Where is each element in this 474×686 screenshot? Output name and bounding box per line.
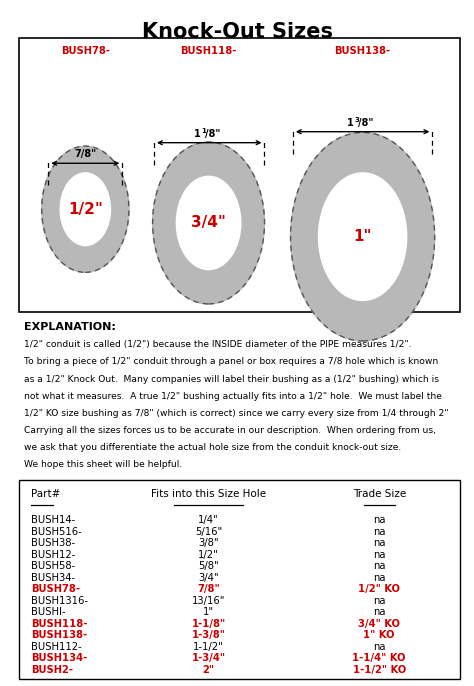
Text: 1": 1" <box>203 607 214 617</box>
Text: 3/4": 3/4" <box>191 215 226 230</box>
Text: BUSH58-: BUSH58- <box>31 561 75 571</box>
Text: 1/2" KO: 1/2" KO <box>358 584 400 594</box>
Text: 1/4": 1/4" <box>198 515 219 525</box>
Text: BUSH138-: BUSH138- <box>335 46 391 56</box>
Text: Trade Size: Trade Size <box>353 489 406 499</box>
Text: We hope this sheet will be helpful.: We hope this sheet will be helpful. <box>24 460 182 469</box>
Text: 1/2": 1/2" <box>68 202 103 217</box>
Text: 5/16": 5/16" <box>195 527 222 536</box>
Text: as a 1/2" Knock Out.  Many companies will label their bushing as a (1/2" bushing: as a 1/2" Knock Out. Many companies will… <box>24 375 439 383</box>
Text: na: na <box>373 595 385 606</box>
Text: 1-1/8": 1-1/8" <box>191 619 226 629</box>
Text: BUSH118-: BUSH118- <box>31 619 87 629</box>
Text: na: na <box>373 549 385 560</box>
Text: BUSHI-: BUSHI- <box>31 607 65 617</box>
Text: BUSH112-: BUSH112- <box>31 642 82 652</box>
Circle shape <box>319 173 407 300</box>
Circle shape <box>176 176 241 270</box>
Text: BUSH2-: BUSH2- <box>31 665 73 675</box>
Text: BUSH78-: BUSH78- <box>61 46 110 56</box>
Text: 1": 1" <box>353 229 372 244</box>
Text: 2": 2" <box>202 665 215 675</box>
Text: 1-3/4": 1-3/4" <box>191 653 226 663</box>
Text: To bring a piece of 1/2" conduit through a panel or box requires a 7/8 hole whic: To bring a piece of 1/2" conduit through… <box>24 357 438 366</box>
Text: BUSH34-: BUSH34- <box>31 573 75 583</box>
Text: Part#: Part# <box>31 489 60 499</box>
Text: BUSH12-: BUSH12- <box>31 549 75 560</box>
Text: BUSH1316-: BUSH1316- <box>31 595 88 606</box>
Text: we ask that you differentiate the actual hole size from the conduit knock-out si: we ask that you differentiate the actual… <box>24 443 401 452</box>
Text: not what it measures.  A true 1/2" bushing actually fits into a 1/2" hole.  We m: not what it measures. A true 1/2" bushin… <box>24 392 442 401</box>
Circle shape <box>153 142 264 304</box>
Text: 1-3/8": 1-3/8" <box>191 630 226 640</box>
Text: 1: 1 <box>201 128 207 134</box>
Text: 5/8": 5/8" <box>198 561 219 571</box>
Text: 3: 3 <box>355 117 360 123</box>
Text: 3/4" KO: 3/4" KO <box>358 619 400 629</box>
Text: BUSH134-: BUSH134- <box>31 653 87 663</box>
Text: Fits into this Size Hole: Fits into this Size Hole <box>151 489 266 499</box>
Text: Knock-Out Sizes: Knock-Out Sizes <box>142 22 332 42</box>
Text: na: na <box>373 642 385 652</box>
Text: 13/16": 13/16" <box>192 595 225 606</box>
Text: /8": /8" <box>205 128 220 139</box>
Text: 7/8": 7/8" <box>74 149 96 159</box>
Text: 1: 1 <box>194 128 201 139</box>
Text: 3/8": 3/8" <box>198 539 219 548</box>
Text: BUSH14-: BUSH14- <box>31 515 75 525</box>
Text: BUSH118-: BUSH118- <box>181 46 237 56</box>
Text: na: na <box>373 573 385 583</box>
Text: BUSH78-: BUSH78- <box>31 584 80 594</box>
Text: BUSH38-: BUSH38- <box>31 539 75 548</box>
Text: 1-1/2" KO: 1-1/2" KO <box>353 665 406 675</box>
FancyBboxPatch shape <box>19 38 460 312</box>
Circle shape <box>42 146 129 272</box>
Text: 1/2" KO size bushing as 7/8" (which is correct) since we carry every size from 1: 1/2" KO size bushing as 7/8" (which is c… <box>24 409 448 418</box>
Text: 1" KO: 1" KO <box>364 630 395 640</box>
Text: BUSH516-: BUSH516- <box>31 527 82 536</box>
Text: 3/4": 3/4" <box>198 573 219 583</box>
Circle shape <box>291 132 435 341</box>
Text: 1/2" conduit is called (1/2") because the INSIDE diameter of the PIPE measures 1: 1/2" conduit is called (1/2") because th… <box>24 340 411 349</box>
FancyBboxPatch shape <box>19 480 460 679</box>
Text: na: na <box>373 515 385 525</box>
Text: 1/2": 1/2" <box>198 549 219 560</box>
Text: na: na <box>373 539 385 548</box>
Text: na: na <box>373 561 385 571</box>
Text: na: na <box>373 527 385 536</box>
Text: 1: 1 <box>347 117 354 128</box>
Text: 1-1/2": 1-1/2" <box>193 642 224 652</box>
Text: EXPLANATION:: EXPLANATION: <box>24 322 116 333</box>
Text: /8": /8" <box>358 117 373 128</box>
Text: 7/8": 7/8" <box>197 584 220 594</box>
Text: na: na <box>373 607 385 617</box>
Text: BUSH138-: BUSH138- <box>31 630 87 640</box>
Circle shape <box>60 173 110 246</box>
Text: 1-1/4" KO: 1-1/4" KO <box>353 653 406 663</box>
Text: Carrying all the sizes forces us to be accurate in our description.  When orderi: Carrying all the sizes forces us to be a… <box>24 426 436 435</box>
